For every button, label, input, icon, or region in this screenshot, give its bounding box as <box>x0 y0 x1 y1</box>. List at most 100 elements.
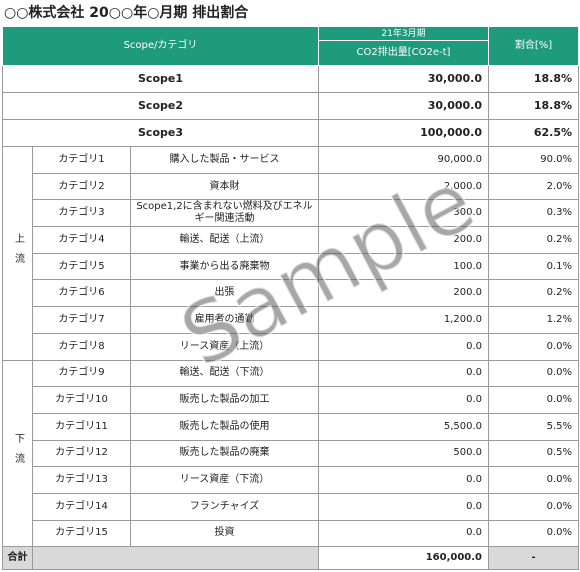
category-name: カテゴリ5 <box>32 252 131 281</box>
total-label: 合計 <box>2 546 33 571</box>
category-item: 資本財 <box>129 172 320 201</box>
category-emission: 500.0 <box>318 439 490 468</box>
category-item: リース資産（下流） <box>129 466 320 494</box>
category-name: カテゴリ6 <box>32 279 131 308</box>
scope-ratio: 62.5% <box>488 119 580 147</box>
category-name: カテゴリ15 <box>32 519 131 548</box>
category-emission: 1,200.0 <box>318 306 490 334</box>
table-body: Scope/カテゴリ 21年3月期 割合[%] CO2排出量[CO2e-t] S… <box>1 26 580 571</box>
category-name: カテゴリ9 <box>32 359 131 388</box>
total-emission: 160,000.0 <box>318 546 490 571</box>
category-row: カテゴリ3 Scope1,2に含まれない燃料及びエネルギー関連活動 300.0 0.3… <box>3 199 580 228</box>
category-row: カテゴリ14 フランチャイズ 0.0 0.0% <box>3 492 580 521</box>
category-ratio: 0.0% <box>488 519 580 548</box>
category-ratio: 0.0% <box>488 492 580 521</box>
category-ratio: 0.1% <box>488 252 580 281</box>
header-emission: CO2排出量[CO2e-t] <box>318 40 490 66</box>
category-name: カテゴリ3 <box>32 199 131 228</box>
scope-emission: 30,000.0 <box>318 65 490 93</box>
category-emission: 0.0 <box>318 466 490 494</box>
category-emission: 2,000.0 <box>318 172 490 201</box>
category-row: カテゴリ2 資本財 2,000.0 2.0% <box>3 172 580 201</box>
category-emission: 5,500.0 <box>318 412 490 441</box>
category-name: カテゴリ13 <box>32 466 131 494</box>
category-row: カテゴリ5 事業から出る廃棄物 100.0 0.1% <box>3 252 580 281</box>
scope-row: Scope1 30,000.0 18.8% <box>1 65 580 93</box>
category-item: 雇用者の通勤 <box>129 306 320 334</box>
emission-table: Scope/カテゴリ 21年3月期 割合[%] CO2排出量[CO2e-t] S… <box>1 26 580 571</box>
scope-name: Scope2 <box>1 92 320 120</box>
total-ratio: - <box>488 546 580 571</box>
category-name: カテゴリ12 <box>32 439 131 468</box>
category-ratio: 0.2% <box>488 279 580 308</box>
category-ratio: 0.0% <box>488 386 580 414</box>
category-name: カテゴリ7 <box>32 306 131 334</box>
category-emission: 0.0 <box>318 386 490 414</box>
category-name: カテゴリ2 <box>32 172 131 201</box>
category-item: 投資 <box>129 519 320 548</box>
header-row: Scope/カテゴリ 21年3月期 割合[%] <box>1 26 580 66</box>
category-ratio: 1.2% <box>488 306 580 334</box>
category-item: Scope1,2に含まれない燃料及びエネルギー関連活動 <box>129 199 320 228</box>
category-ratio: 5.5% <box>488 412 580 441</box>
scope-emission: 30,000.0 <box>318 92 490 120</box>
group-label: 下流 <box>2 359 33 548</box>
category-item: 販売した製品の廃棄 <box>129 439 320 468</box>
category-row: カテゴリ12 販売した製品の廃棄 500.0 0.5% <box>3 439 580 468</box>
scope-emission: 100,000.0 <box>318 119 490 147</box>
category-item: 出張 <box>129 279 320 308</box>
category-item: 販売した製品の加工 <box>129 386 320 414</box>
scope-name: Scope3 <box>1 119 320 147</box>
category-emission: 200.0 <box>318 279 490 308</box>
category-name: カテゴリ11 <box>32 412 131 441</box>
total-blank <box>31 546 320 571</box>
scope-row: Scope3 100,000.0 62.5% <box>1 119 580 147</box>
category-item: 事業から出る廃棄物 <box>129 252 320 281</box>
scope-row: Scope2 30,000.0 18.8% <box>1 92 580 120</box>
category-name: カテゴリ14 <box>32 492 131 521</box>
category-item: フランチャイズ <box>129 492 320 521</box>
category-emission: 0.0 <box>318 332 490 361</box>
category-emission: 90,000.0 <box>318 146 490 174</box>
category-item: 購入した製品・サービス <box>129 146 320 174</box>
category-name: カテゴリ8 <box>32 332 131 361</box>
category-ratio: 0.0% <box>488 332 580 361</box>
category-row: カテゴリ15 投資 0.0 0.0% <box>3 519 580 548</box>
category-ratio: 0.2% <box>488 226 580 254</box>
category-row: カテゴリ4 輸送、配送（上流） 200.0 0.2% <box>3 226 580 254</box>
scope-ratio: 18.8% <box>488 92 580 120</box>
category-row: カテゴリ7 雇用者の通勤 1,200.0 1.2% <box>3 306 580 334</box>
category-emission: 0.0 <box>318 519 490 548</box>
category-emission: 200.0 <box>318 226 490 254</box>
category-name: カテゴリ1 <box>32 146 131 174</box>
category-emission: 0.0 <box>318 492 490 521</box>
category-item: 輸送、配送（上流） <box>129 226 320 254</box>
header-period: 21年3月期 <box>318 26 490 41</box>
category-ratio: 0.3% <box>488 199 580 228</box>
category-row: カテゴリ13 リース資産（下流） 0.0 0.0% <box>3 466 580 494</box>
category-ratio: 2.0% <box>488 172 580 201</box>
category-ratio: 90.0% <box>488 146 580 174</box>
scope-ratio: 18.8% <box>488 65 580 93</box>
category-row: カテゴリ10 販売した製品の加工 0.0 0.0% <box>3 386 580 414</box>
category-item: 輸送、配送（下流） <box>129 359 320 388</box>
group-label: 上流 <box>2 146 33 361</box>
category-item: リース資産（上流） <box>129 332 320 361</box>
category-row: カテゴリ11 販売した製品の使用 5,500.0 5.5% <box>3 412 580 441</box>
category-ratio: 0.5% <box>488 439 580 468</box>
scope-name: Scope1 <box>1 65 320 93</box>
category-ratio: 0.0% <box>488 359 580 388</box>
category-name: カテゴリ10 <box>32 386 131 414</box>
total-row: 合計 160,000.0- <box>2 546 580 571</box>
category-emission: 300.0 <box>318 199 490 228</box>
category-row: カテゴリ8 リース資産（上流） 0.0 0.0% <box>3 332 580 361</box>
header-ratio: 割合[%] <box>488 26 580 66</box>
header-scope: Scope/カテゴリ <box>1 26 320 66</box>
category-name: カテゴリ4 <box>32 226 131 254</box>
header-row: CO2排出量[CO2e-t] <box>3 40 579 66</box>
category-row: カテゴリ6 出張 200.0 0.2% <box>3 279 580 308</box>
category-ratio: 0.0% <box>488 466 580 494</box>
category-row: 上流 カテゴリ1 購入した製品・サービス 90,000.0 90.0% <box>2 146 580 361</box>
category-row: 下流 カテゴリ9 輸送、配送（下流） 0.0 0.0% <box>2 359 580 548</box>
